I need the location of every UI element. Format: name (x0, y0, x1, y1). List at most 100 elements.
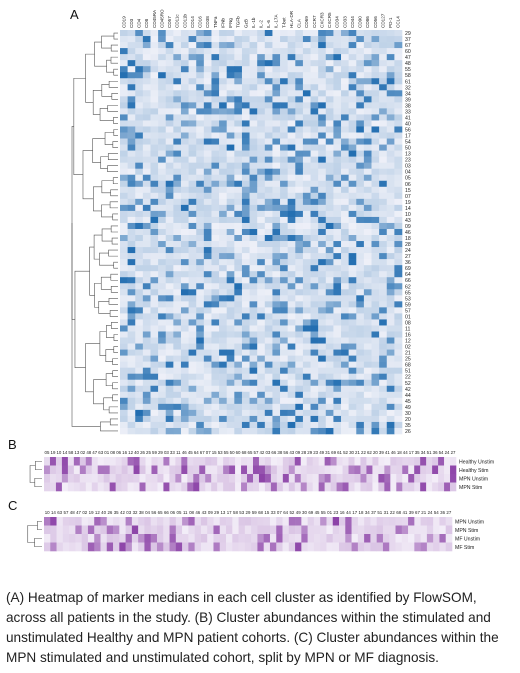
heatmap-cell (127, 307, 136, 314)
heatmap-cell (379, 331, 388, 338)
heatmap-cell (348, 361, 357, 368)
heatmap-cell (394, 168, 403, 176)
heatmap-cell (348, 210, 357, 218)
row-label: 24 (405, 248, 411, 254)
heatmap-cell (135, 319, 144, 326)
heatmap-cell (257, 253, 266, 260)
heatmap-cell (203, 96, 212, 103)
heatmap-cell (276, 482, 284, 492)
heatmap-cell (339, 534, 346, 543)
heatmap-cell (257, 90, 266, 97)
heatmap-cell (395, 525, 403, 535)
heatmap-cell (270, 465, 278, 475)
heatmap-cell (127, 379, 136, 387)
heatmap-cell (379, 210, 388, 218)
heatmap-cell (196, 162, 205, 169)
panel-b-letter: B (8, 437, 17, 452)
heatmap-cell (196, 66, 205, 73)
heatmap-cell (234, 277, 243, 284)
heatmap-cell (318, 156, 327, 163)
column-label: 64 (194, 450, 199, 455)
heatmap-cell (135, 222, 144, 230)
heatmap-cell (282, 457, 290, 466)
heatmap-cell (165, 367, 174, 374)
dendrogram-branch (109, 418, 118, 426)
heatmap-cell (234, 204, 243, 212)
heatmap-cell (264, 325, 273, 332)
heatmap-cell (371, 355, 380, 362)
heatmap-cell (306, 465, 313, 475)
heatmap-cell (127, 397, 136, 405)
heatmap-cell (127, 132, 136, 139)
heatmap-cell (295, 186, 304, 194)
heatmap-cell (150, 198, 159, 206)
heatmap-cell (356, 72, 365, 79)
heatmap-cell (356, 325, 365, 332)
heatmap-cell (180, 174, 189, 182)
heatmap-cell (302, 277, 311, 284)
heatmap-cell (288, 525, 296, 535)
heatmap-cell (56, 525, 64, 535)
heatmap-cell (142, 198, 151, 206)
heatmap-cell (371, 385, 380, 393)
heatmap-cell (173, 235, 182, 242)
heatmap-cell (333, 247, 342, 254)
heatmap-cell (234, 397, 243, 405)
heatmap-cell (341, 150, 349, 157)
heatmap-cell (226, 126, 235, 133)
heatmap-cell (150, 391, 159, 399)
heatmap-cell (150, 241, 159, 248)
heatmap-cell (135, 108, 144, 115)
heatmap-cell (408, 465, 415, 475)
heatmap-cell (173, 409, 182, 417)
heatmap-cell (142, 289, 151, 296)
heatmap-cell (49, 457, 57, 466)
heatmap-cell (272, 228, 281, 236)
heatmap-cell (364, 542, 371, 552)
heatmap-cell (356, 337, 365, 344)
heatmap-cell (219, 367, 227, 374)
heatmap-cell (394, 241, 403, 248)
heatmap-cell (135, 150, 144, 157)
heatmap-cell (127, 90, 136, 97)
heatmap-cell (234, 192, 243, 200)
heatmap-cell (150, 331, 159, 338)
dendrogram-branch (100, 156, 109, 169)
heatmap-cell (150, 90, 159, 97)
heatmap-cell (196, 126, 205, 133)
heatmap-cell (341, 385, 349, 393)
heatmap-cell (363, 385, 372, 393)
heatmap-cell (211, 235, 220, 242)
heatmap-cell (386, 307, 395, 314)
heatmap-cell (264, 361, 273, 368)
column-label: 23 (333, 510, 338, 515)
heatmap-cell (203, 108, 212, 115)
heatmap-cell (287, 36, 296, 43)
heatmap-cell (249, 36, 258, 43)
heatmap-cell (287, 259, 296, 266)
heatmap-cell (394, 126, 403, 133)
heatmap-cell (287, 66, 296, 73)
heatmap-cell (244, 534, 252, 543)
heatmap-cell (264, 457, 272, 466)
heatmap-cell (249, 289, 258, 296)
heatmap-cell (150, 525, 158, 535)
heatmap-cell (173, 162, 182, 169)
heatmap-cell (394, 379, 403, 387)
heatmap-cell (180, 60, 189, 67)
heatmap-cell (219, 283, 227, 290)
heatmap-cell (226, 66, 235, 73)
heatmap-cell (325, 301, 334, 308)
heatmap-cell (142, 373, 151, 381)
heatmap-cell (394, 271, 403, 278)
heatmap-cell (394, 156, 403, 163)
heatmap-cell (302, 271, 311, 278)
heatmap-cell (127, 259, 136, 266)
dendrogram-branch (100, 421, 118, 432)
heatmap-cell (379, 114, 388, 121)
heatmap-cell (264, 42, 273, 49)
column-label: 10 (56, 450, 61, 455)
heatmap-cell (219, 319, 227, 326)
heatmap-cell (81, 525, 89, 535)
heatmap-cell (165, 60, 174, 67)
